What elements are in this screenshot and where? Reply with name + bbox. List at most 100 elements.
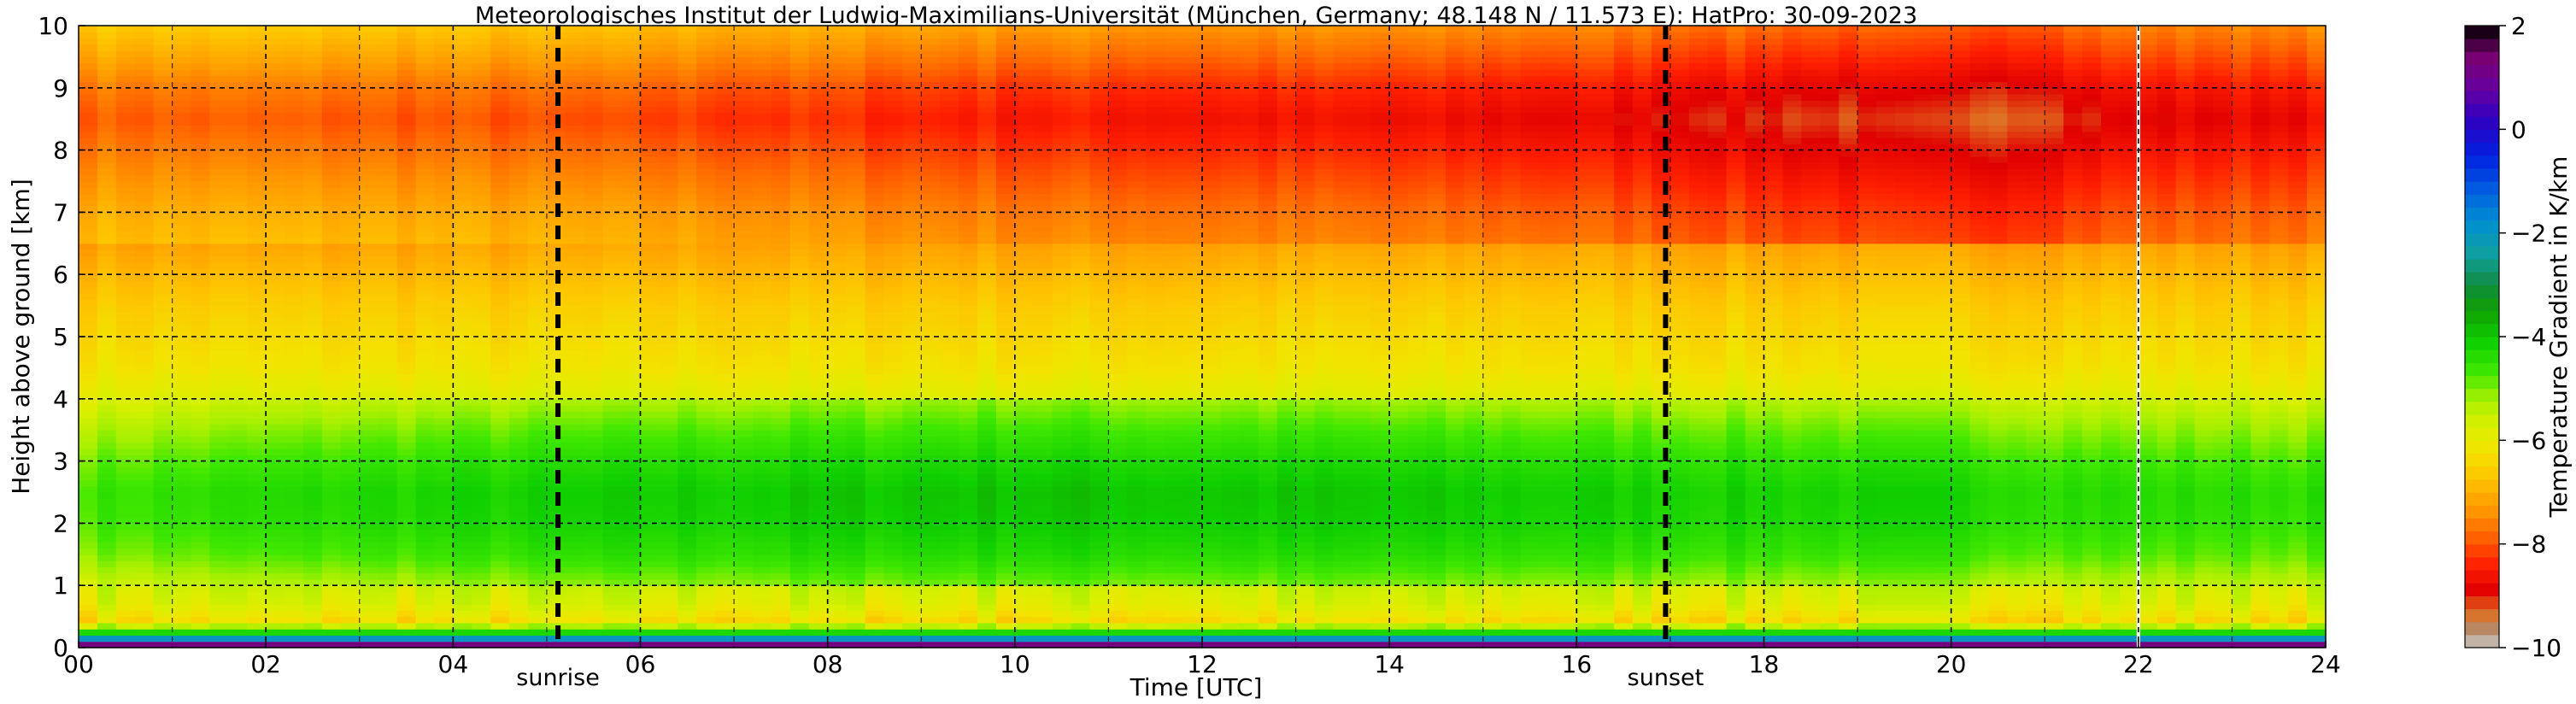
heatmap-cell xyxy=(602,237,623,244)
heatmap-cell xyxy=(921,38,941,45)
heatmap-cell xyxy=(602,373,623,381)
heatmap-cell xyxy=(715,138,735,144)
heatmap-cell xyxy=(771,261,791,269)
heatmap-cell xyxy=(378,610,398,618)
heatmap-cell xyxy=(285,485,304,493)
heatmap-cell xyxy=(472,155,491,163)
heatmap-cell xyxy=(771,32,791,39)
heatmap-cell xyxy=(79,87,98,95)
heatmap-cell xyxy=(490,417,510,425)
heatmap-cell xyxy=(303,548,323,555)
heatmap-cell xyxy=(134,187,155,195)
heatmap-cell xyxy=(602,535,623,543)
heatmap-cell xyxy=(509,280,529,288)
heatmap-cell xyxy=(228,585,248,593)
heatmap-cell xyxy=(153,155,173,163)
heatmap-cell xyxy=(771,498,791,506)
heatmap-cell xyxy=(79,423,98,431)
heatmap-cell xyxy=(209,299,229,307)
heatmap-cell xyxy=(584,585,604,593)
heatmap-cell xyxy=(321,206,342,213)
heatmap-cell xyxy=(172,305,192,313)
heatmap-cell xyxy=(584,62,604,70)
heatmap-cell xyxy=(490,461,510,468)
heatmap-cell xyxy=(734,138,754,144)
heatmap-cell xyxy=(228,466,248,474)
heatmap-cell xyxy=(846,373,866,381)
heatmap-cell xyxy=(191,231,211,238)
heatmap-cell xyxy=(921,485,941,493)
heatmap-cell xyxy=(97,87,117,95)
heatmap-cell xyxy=(191,150,211,157)
heatmap-cell xyxy=(415,187,436,195)
heatmap-cell xyxy=(115,106,136,114)
heatmap-cell xyxy=(396,591,417,599)
heatmap-cell xyxy=(771,125,791,132)
heatmap-cell xyxy=(959,591,978,599)
heatmap-cell xyxy=(285,591,304,599)
heatmap-cell xyxy=(321,75,342,83)
heatmap-cell xyxy=(247,572,267,580)
heatmap-cell xyxy=(827,168,848,176)
heatmap-cell xyxy=(490,578,510,586)
heatmap-cell xyxy=(902,261,922,269)
heatmap-cell xyxy=(79,554,98,561)
heatmap-cell xyxy=(827,162,848,170)
heatmap-cell xyxy=(959,411,978,419)
heatmap-cell xyxy=(584,349,604,356)
heatmap-cell xyxy=(546,485,566,493)
heatmap-cell xyxy=(490,181,510,188)
heatmap-cell xyxy=(97,572,117,580)
heatmap-cell xyxy=(883,485,903,493)
heatmap-cell xyxy=(715,224,735,232)
heatmap-cell xyxy=(79,548,98,555)
heatmap-cell xyxy=(827,442,848,449)
heatmap-cell xyxy=(79,187,98,195)
heatmap-cell xyxy=(602,299,623,307)
plot-area xyxy=(78,25,2327,648)
heatmap-cell xyxy=(453,479,472,487)
heatmap-cell xyxy=(528,206,548,213)
heatmap-cell xyxy=(977,249,997,256)
heatmap-cell xyxy=(846,119,866,126)
heatmap-cell xyxy=(97,405,117,412)
heatmap-cell xyxy=(753,26,772,32)
heatmap-cell xyxy=(753,423,772,431)
heatmap-cell xyxy=(902,280,922,288)
heatmap-cell xyxy=(902,50,922,57)
heatmap-cell xyxy=(79,591,98,599)
heatmap-cell xyxy=(134,299,155,307)
heatmap-cell xyxy=(659,423,678,431)
heatmap-cell xyxy=(771,479,791,487)
heatmap-cell xyxy=(940,610,959,618)
heatmap-cell xyxy=(715,610,735,618)
heatmap-cell xyxy=(415,255,436,263)
heatmap-cell xyxy=(528,299,548,307)
heatmap-cell xyxy=(79,44,98,51)
heatmap-cell xyxy=(640,106,660,114)
heatmap-cell xyxy=(565,523,585,531)
heatmap-cell xyxy=(153,237,173,244)
heatmap-cell xyxy=(546,174,566,182)
heatmap-cell xyxy=(434,62,454,70)
heatmap-cell xyxy=(734,311,754,319)
heatmap-cell xyxy=(846,274,866,282)
heatmap-cell xyxy=(191,119,211,126)
heatmap-cell xyxy=(303,280,323,288)
heatmap-cell xyxy=(209,604,229,611)
heatmap-cell xyxy=(415,112,436,120)
heatmap-cell xyxy=(715,261,735,269)
heatmap-cell xyxy=(753,206,772,213)
heatmap-cell xyxy=(977,38,997,45)
heatmap-cell xyxy=(247,560,267,567)
heatmap-cell xyxy=(359,231,379,238)
heatmap-cell xyxy=(247,193,267,201)
heatmap-cell xyxy=(865,479,885,487)
heatmap-cell xyxy=(959,367,978,375)
heatmap-cell xyxy=(79,330,98,337)
heatmap-cell xyxy=(303,162,323,170)
heatmap-cell xyxy=(865,119,885,126)
heatmap-cell xyxy=(453,622,472,630)
heatmap-cell xyxy=(696,206,716,213)
heatmap-cell xyxy=(191,473,211,481)
